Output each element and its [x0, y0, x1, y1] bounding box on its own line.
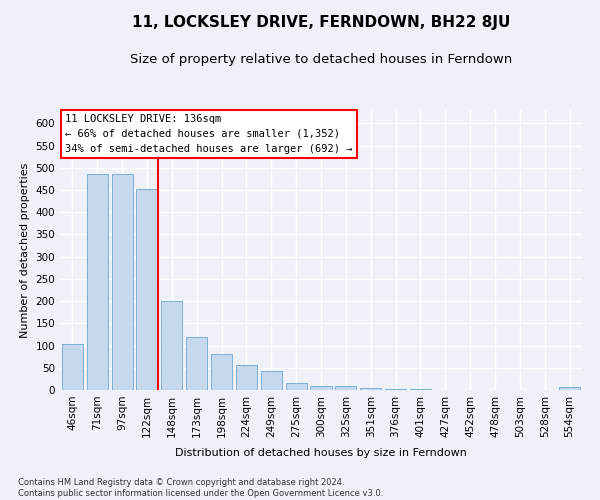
Bar: [186, 336, 207, 390]
Bar: [136, 189, 158, 390]
Bar: [62, 344, 83, 390]
Bar: [112, 174, 133, 390]
Text: Distribution of detached houses by size in Ferndown: Distribution of detached houses by size …: [175, 448, 467, 458]
Bar: [261, 372, 282, 390]
Bar: [87, 174, 108, 390]
Bar: [211, 354, 232, 390]
Text: 11, LOCKSLEY DRIVE, FERNDOWN, BH22 8JU: 11, LOCKSLEY DRIVE, FERNDOWN, BH22 8JU: [132, 15, 510, 30]
Bar: [236, 364, 257, 390]
Bar: [410, 389, 431, 390]
Bar: [310, 386, 332, 390]
Bar: [559, 387, 580, 390]
Bar: [161, 301, 182, 390]
Text: Contains HM Land Registry data © Crown copyright and database right 2024.
Contai: Contains HM Land Registry data © Crown c…: [18, 478, 383, 498]
Bar: [360, 388, 381, 390]
Text: 11 LOCKSLEY DRIVE: 136sqm
← 66% of detached houses are smaller (1,352)
34% of se: 11 LOCKSLEY DRIVE: 136sqm ← 66% of detac…: [65, 114, 353, 154]
Bar: [286, 384, 307, 390]
Y-axis label: Number of detached properties: Number of detached properties: [20, 162, 30, 338]
Text: Size of property relative to detached houses in Ferndown: Size of property relative to detached ho…: [130, 52, 512, 66]
Bar: [335, 386, 356, 390]
Bar: [385, 389, 406, 390]
